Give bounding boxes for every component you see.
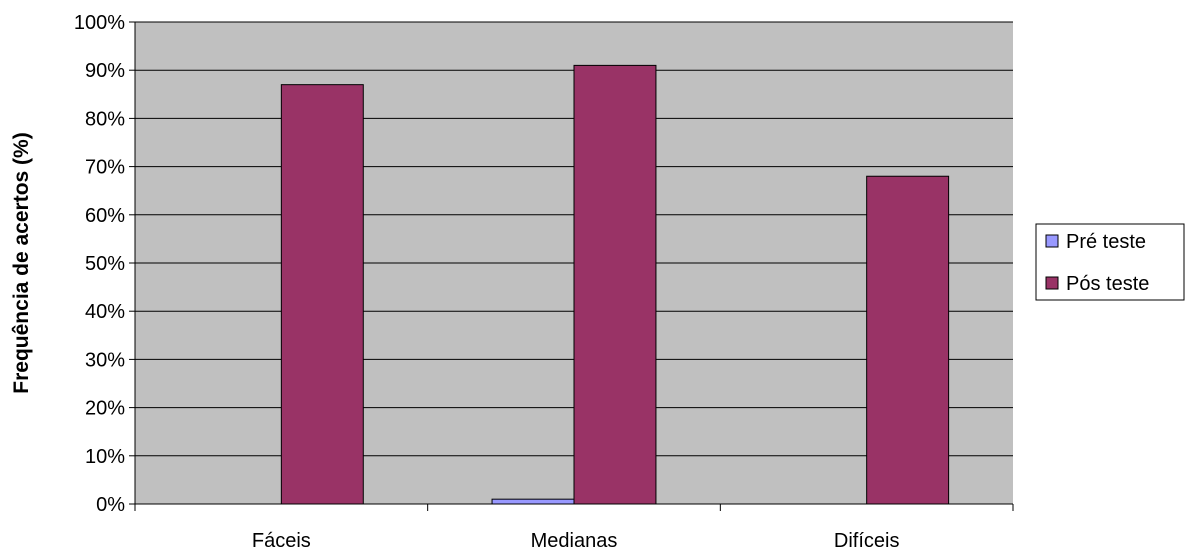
legend-box: [1035, 223, 1185, 301]
y-tick-label: 100%: [74, 12, 125, 34]
y-tick-label: 0%: [96, 494, 125, 516]
x-tick-labels: Fáceis Medianas Difíceis: [252, 530, 900, 552]
y-tick-label: 40%: [85, 301, 125, 323]
bar-pos-2: [866, 175, 950, 505]
y-tick-label: 90%: [85, 60, 125, 82]
legend-label: Pós teste: [1066, 273, 1149, 295]
y-tick-label: 80%: [85, 108, 125, 130]
axes: [129, 21, 1014, 511]
y-tick-labels: 0% 10% 20% 30% 40% 50% 60% 70% 80% 90% 100%: [74, 12, 125, 516]
bar-pos-1: [573, 64, 657, 505]
y-tick-label: 20%: [85, 398, 125, 420]
x-tick-label: Fáceis: [252, 530, 311, 552]
bar-pre-1: [491, 498, 575, 505]
bars: [280, 64, 950, 505]
y-tick-label: 60%: [85, 205, 125, 227]
legend-label: Pré teste: [1066, 231, 1146, 253]
legend-swatch: [1045, 234, 1059, 248]
x-tick-label: Medianas: [531, 530, 618, 552]
legend: Pré teste Pós teste: [1035, 223, 1185, 301]
legend-swatch: [1045, 276, 1059, 290]
y-axis-label: Frequência de acertos (%): [10, 132, 33, 393]
y-tick-label: 30%: [85, 349, 125, 371]
y-tick-label: 70%: [85, 157, 125, 179]
x-tick-label: Difíceis: [834, 530, 900, 552]
y-tick-label: 50%: [85, 253, 125, 275]
bar-pos-0: [280, 84, 364, 505]
y-tick-label: 10%: [85, 446, 125, 468]
